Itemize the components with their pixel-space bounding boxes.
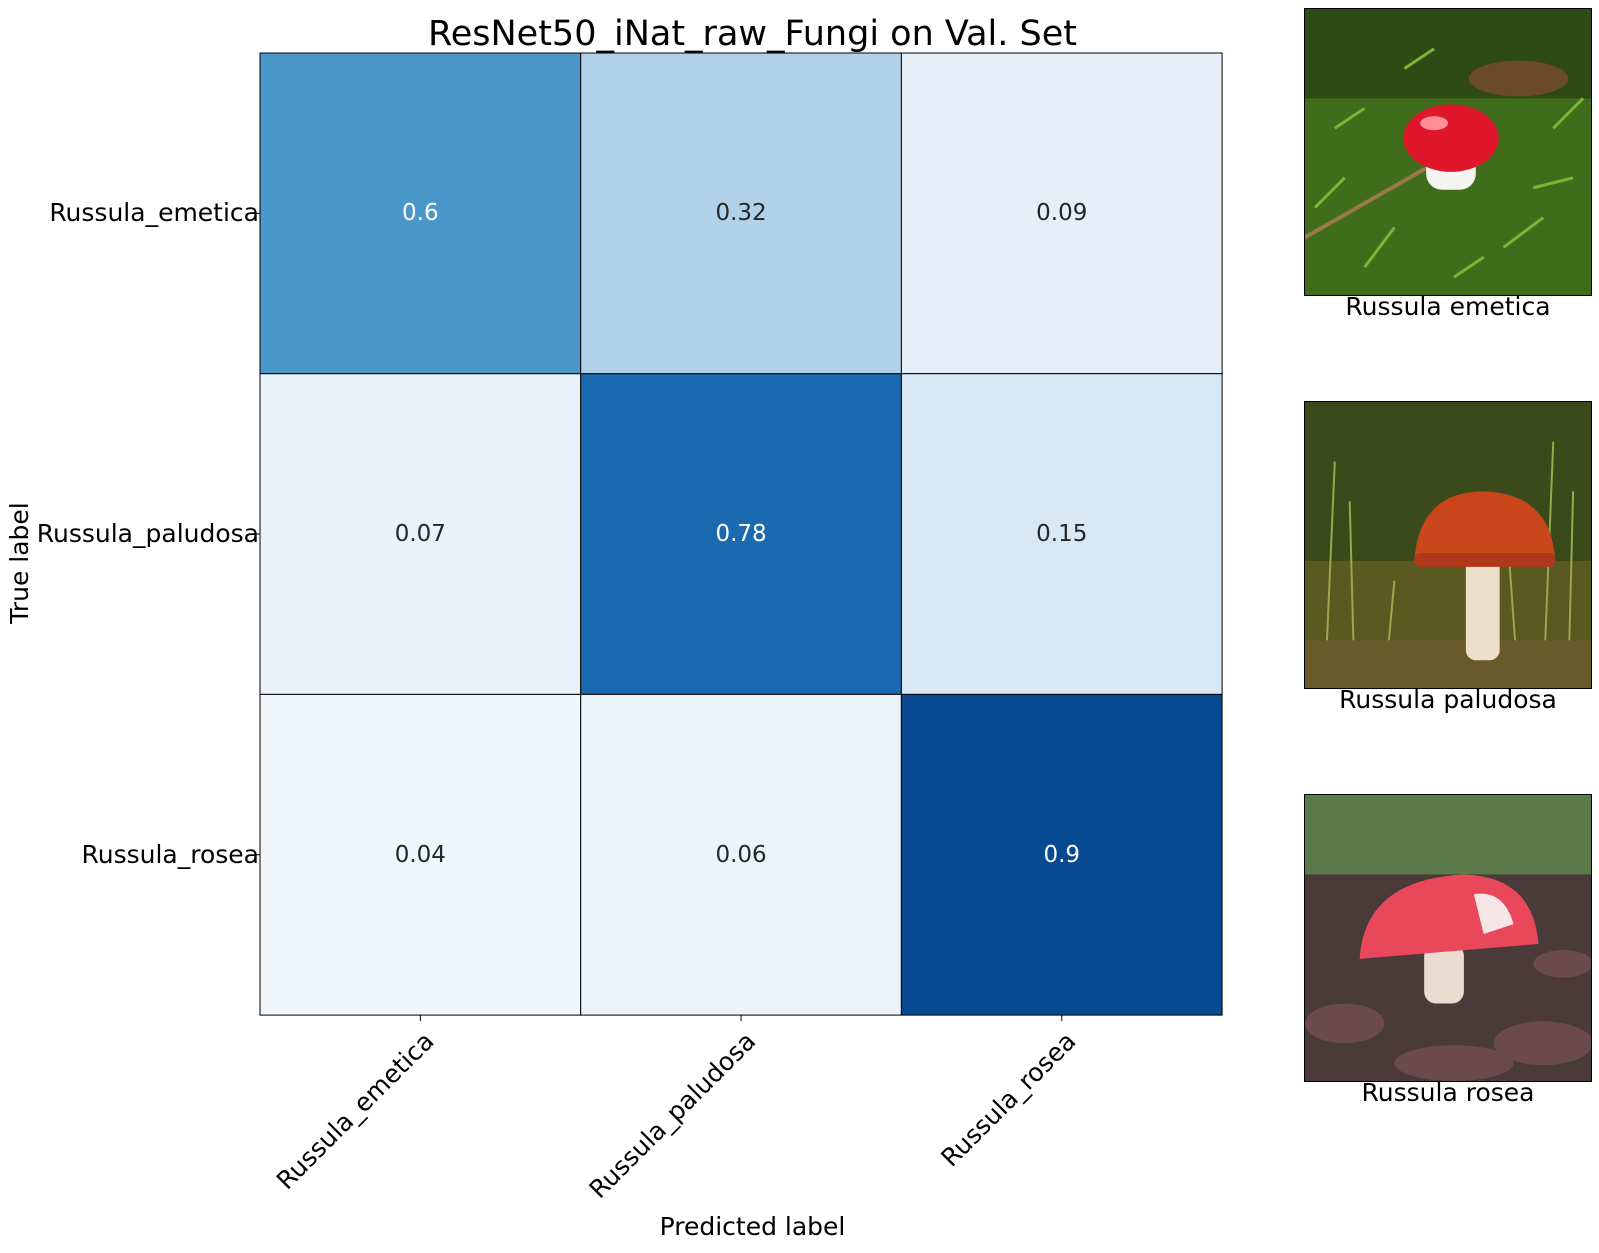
heatmap-cell-1-0: [259, 373, 582, 695]
cell-value-label: 0.09: [1036, 200, 1088, 227]
y-tick-label: Russula_rosea: [81, 839, 259, 869]
y-axis-label: True label: [5, 502, 34, 624]
russula-emetica-photo: [1304, 8, 1592, 296]
x-axis-label: Predicted label: [659, 1212, 846, 1241]
cell-value-label: 0.78: [715, 521, 767, 548]
heatmap-cell-0-2: [900, 52, 1223, 375]
heatmap-cell-0-1: [580, 52, 902, 375]
russula-paludosa-photo: [1304, 401, 1592, 689]
cell-value-label: 0.6: [402, 200, 439, 227]
heatmap-cell-2-2: [900, 693, 1223, 1016]
cell-value-label: 0.15: [1036, 521, 1088, 548]
russula-rosea-photo: [1304, 794, 1592, 1082]
cell-value-label: 0.06: [715, 841, 767, 868]
cell-value-label: 0.04: [394, 841, 446, 868]
cell-value-label: 0.32: [715, 200, 767, 227]
russula-paludosa-caption: Russula paludosa: [1339, 685, 1557, 714]
russula-emetica-caption: Russula emetica: [1345, 292, 1551, 321]
cell-value-label: 0.9: [1043, 841, 1081, 868]
russula-rosea-caption: Russula rosea: [1361, 1078, 1535, 1107]
heatmap-cell-2-0: [259, 693, 582, 1016]
heatmap-cell-2-1: [580, 693, 902, 1016]
chart-title: ResNet50_iNat_raw_Fungi on Val. Set: [427, 14, 1078, 54]
heatmap-cell-0-0: [259, 52, 582, 375]
y-tick-label: Russula_paludosa: [36, 519, 259, 549]
cell-value-label: 0.07: [394, 521, 446, 548]
y-tick-label: Russula_emetica: [49, 198, 259, 228]
heatmap-cell-1-2: [900, 373, 1223, 695]
